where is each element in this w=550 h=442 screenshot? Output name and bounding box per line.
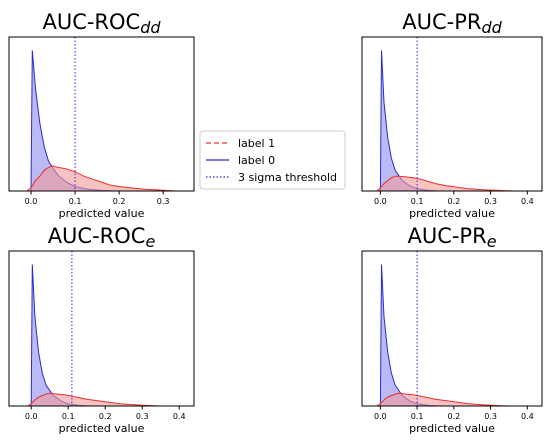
x-tick-label: 0.3 bbox=[484, 412, 497, 421]
x-tick-label: 0.3 bbox=[157, 197, 170, 206]
title-main: AUC-ROC bbox=[48, 224, 146, 248]
plot-area bbox=[26, 37, 177, 191]
title-subscript: dd bbox=[481, 18, 502, 37]
x-tick-label: 0.4 bbox=[173, 412, 186, 421]
title-main: AUC-PR bbox=[402, 10, 481, 34]
panel-title: AUC-PRdd bbox=[402, 10, 502, 37]
axes-frame bbox=[361, 250, 543, 407]
x-tick-label: 0.1 bbox=[411, 412, 424, 421]
legend-entry-label: 3 sigma threshold bbox=[238, 171, 337, 184]
legend: label 1 label 0 3 sigma threshold bbox=[199, 130, 346, 190]
panel-title: AUC-PRe bbox=[407, 224, 496, 251]
line-label-1 bbox=[26, 165, 177, 191]
x-tick-label: 0.2 bbox=[113, 197, 126, 206]
plot-area bbox=[376, 251, 509, 406]
x-tick-label: 0.1 bbox=[411, 197, 424, 206]
x-tick-label: 0.4 bbox=[521, 412, 534, 421]
area-label-1 bbox=[376, 393, 509, 406]
area-label-0 bbox=[380, 264, 440, 406]
chart-panel-4: 0.0 0.1 0.2 0.3 0.4 predicted value AUC-PRe bbox=[361, 224, 543, 435]
title-main: AUC-PR bbox=[407, 224, 486, 248]
x-tick-label: 0.1 bbox=[69, 197, 82, 206]
axes-frame bbox=[8, 250, 195, 407]
title-subscript: e bbox=[145, 232, 155, 251]
plot-area bbox=[27, 251, 161, 406]
plot-area bbox=[376, 37, 513, 191]
x-tick-label: 0.0 bbox=[374, 412, 387, 421]
axes-frame bbox=[8, 36, 195, 192]
x-tick-label: 0.3 bbox=[484, 197, 497, 206]
x-axis-label: predicted value bbox=[409, 207, 495, 220]
area-label-0 bbox=[380, 50, 440, 191]
area-label-1 bbox=[26, 165, 177, 191]
x-axis-label: predicted value bbox=[59, 422, 145, 435]
chart-panel-3: 0.0 0.1 0.2 0.3 0.4 predicted value AUC-ROCe bbox=[8, 224, 195, 435]
legend-entry-label: label 1 bbox=[238, 137, 275, 150]
title-subscript: dd bbox=[140, 18, 161, 37]
area-label-1 bbox=[27, 393, 161, 406]
area-label-0 bbox=[31, 264, 91, 406]
area-label-1 bbox=[376, 176, 513, 191]
x-axis-label: predicted value bbox=[59, 207, 145, 220]
x-axis-label: predicted value bbox=[409, 422, 495, 435]
panel-title: AUC-ROCdd bbox=[42, 10, 161, 37]
x-tick-label: 0.1 bbox=[62, 412, 75, 421]
chart-panel-1: 0.0 0.1 0.2 0.3 predicted value AUC-ROCdd bbox=[8, 10, 195, 220]
title-subscript: e bbox=[487, 232, 497, 251]
x-tick-label: 0.0 bbox=[25, 412, 38, 421]
legend-entry-label: label 0 bbox=[238, 154, 275, 167]
x-tick-label: 0.3 bbox=[136, 412, 149, 421]
x-tick-label: 0.2 bbox=[447, 197, 460, 206]
x-tick-label: 0.0 bbox=[25, 197, 38, 206]
line-label-1 bbox=[27, 392, 161, 406]
panel-title: AUC-ROCe bbox=[48, 224, 156, 251]
legend-frame bbox=[199, 130, 346, 190]
x-tick-label: 0.4 bbox=[521, 197, 534, 206]
axes-frame bbox=[361, 36, 543, 192]
x-tick-label: 0.0 bbox=[374, 197, 387, 206]
x-tick-label: 0.2 bbox=[99, 412, 112, 421]
x-tick-label: 0.2 bbox=[447, 412, 460, 421]
title-main: AUC-ROC bbox=[42, 10, 140, 34]
chart-panel-2: 0.0 0.1 0.2 0.3 0.4 predicted value AUC-PRdd bbox=[361, 10, 543, 220]
